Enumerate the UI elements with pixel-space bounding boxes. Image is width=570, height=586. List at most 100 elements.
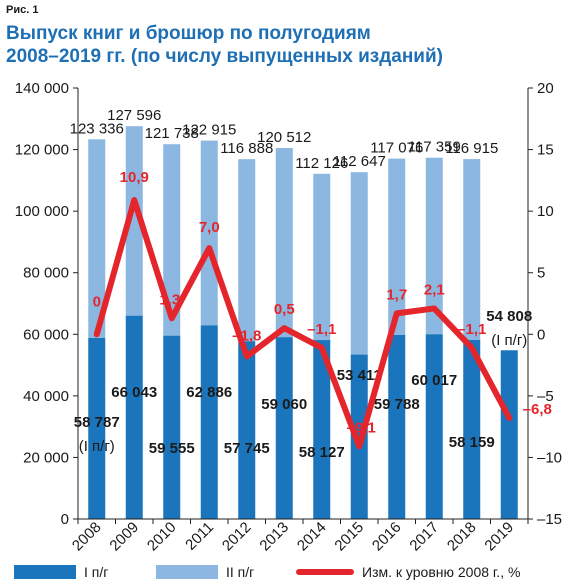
legend-label-change: Изм. к уровню 2008 г., %: [362, 564, 521, 580]
change-line-group: [93, 197, 513, 450]
bar-first-half: [88, 338, 106, 519]
right-tick-label: –10: [537, 449, 562, 466]
bar-label-second-half: 127 596: [107, 107, 161, 124]
change-label: –1,1: [307, 321, 336, 338]
bar-first-half: [200, 325, 218, 519]
legend-label-first-half: I п/г: [84, 564, 109, 580]
bar-label-second-half: 116 888: [220, 140, 273, 157]
legend-label-second-half: II п/г: [226, 564, 255, 580]
bar-first-half: [313, 340, 331, 519]
bars-second-half: [88, 126, 481, 355]
left-tick-label: 60 000: [23, 326, 69, 343]
x-tick-label: 2019: [481, 519, 517, 555]
bar-label-first-half: 58 159: [449, 434, 495, 451]
bar-first-half: [125, 315, 143, 519]
bar-label-second-half: 112 647: [333, 153, 386, 170]
x-tick-label: 2009: [106, 519, 142, 555]
change-label: 10,9: [120, 169, 149, 186]
change-label: 0: [93, 293, 101, 310]
bar-second-half: [313, 173, 331, 341]
bar-label-second-half: 117 076: [370, 140, 423, 157]
change-labels: 0 10,9 1,3 7,0 –1,8 0,5 –1,1 –9,1 1,7 2,1 –1,1 –6,8: [93, 169, 552, 436]
change-line: [93, 197, 513, 450]
bar-label-first-half: 60 017: [411, 372, 457, 389]
legend: I п/г II п/г Изм. к уровню 2008 г., %: [0, 562, 570, 586]
bar-label-first-half: 54 808: [486, 308, 532, 325]
bar-label-first-half: 58 787: [74, 414, 120, 431]
change-label: 0,5: [274, 301, 295, 318]
chart-title-line-1: Выпуск книг и брошюр по полугодиям: [6, 23, 371, 44]
bar-second-half: [425, 157, 443, 335]
change-label: 1,7: [386, 286, 407, 303]
bar-label-second-half: 112 126: [295, 155, 348, 172]
legend-swatch-second-half: [156, 565, 218, 579]
bar-second-half: [388, 158, 406, 335]
bar-label-second-half: 117 359: [408, 139, 461, 156]
right-tick-label: 5: [537, 265, 545, 282]
bar-second-half: [238, 159, 256, 342]
x-tick-label: 2010: [144, 519, 180, 555]
chart-title: Выпуск книг и брошюр по полугодиям 2008–…: [6, 22, 566, 68]
left-tick-label: 120 000: [15, 142, 69, 159]
x-tick-label: 2018: [444, 519, 480, 555]
left-tick-label: 140 000: [15, 80, 69, 97]
bar-second-half: [275, 147, 293, 338]
bar-label-second-half: 123 336: [70, 120, 124, 137]
bar-label-second-half: 116 915: [445, 140, 498, 157]
bar-label-first-half: 58 127: [299, 444, 345, 461]
right-tick-label: 10: [537, 203, 554, 220]
right-tick-label: 0: [537, 326, 545, 343]
bar-second-half: [350, 172, 368, 355]
bar-second-half: [88, 139, 106, 339]
left-tick-label: 80 000: [23, 265, 69, 282]
bar-label-first-half: 62 886: [186, 384, 232, 401]
change-label: 2,1: [424, 281, 445, 298]
x-tick-label: 2016: [369, 519, 405, 555]
legend-item-first-half: I п/г: [14, 564, 108, 580]
bar-label-first-half: 59 555: [149, 440, 195, 457]
x-tick-label: 2017: [406, 519, 442, 555]
bar-label-second-half: 120 512: [257, 129, 311, 146]
bar-first-half: [275, 337, 293, 519]
change-label: –9,1: [347, 419, 376, 436]
bar-first-half: [163, 335, 181, 519]
change-label: –6,8: [523, 401, 552, 418]
legend-swatch-change: [296, 569, 354, 575]
left-tick-label: 100 000: [15, 203, 69, 220]
bar-second-half: [463, 159, 481, 340]
bar-first-half: [425, 334, 443, 519]
legend-item-change: Изм. к уровню 2008 г., %: [296, 564, 520, 580]
bar-label-first-half: 59 060: [261, 396, 307, 413]
bar-first-half: [238, 341, 256, 519]
bar-first-half: [388, 334, 406, 519]
bar-label-second-half: 122 915: [182, 122, 236, 139]
legend-swatch-first-half: [14, 565, 76, 579]
bar-second-half: [125, 126, 143, 316]
right-tick-label: –5: [537, 388, 554, 405]
right-tick-label: 15: [537, 142, 554, 159]
right-tick-label: –15: [537, 511, 562, 528]
right-tick-label: 20: [537, 80, 554, 97]
bar-label-first-half: 53 411: [337, 367, 382, 384]
first-half-note: (I п/г): [491, 332, 527, 349]
bar-second-half: [200, 140, 218, 326]
bars-first-half: [88, 315, 518, 519]
left-tick-label: 40 000: [23, 388, 69, 405]
bar-first-half: [463, 339, 481, 519]
change-label: –1,8: [232, 327, 261, 344]
bar-label-first-half: 66 043: [111, 384, 157, 401]
change-label: 1,3: [159, 291, 180, 308]
x-tick-label: 2008: [69, 519, 105, 555]
change-label: 7,0: [199, 219, 220, 236]
left-tick-label: 20 000: [23, 449, 69, 466]
x-tick-label: 2012: [219, 519, 255, 555]
x-tick-label: 2015: [331, 519, 367, 555]
left-tick-label: 0: [61, 511, 69, 528]
first-half-note: (I п/г): [79, 438, 115, 455]
change-label: –1,1: [457, 321, 486, 338]
legend-item-second-half: II п/г: [156, 564, 254, 580]
x-tick-label: 2013: [256, 519, 292, 555]
bar-first-half: [500, 350, 518, 519]
